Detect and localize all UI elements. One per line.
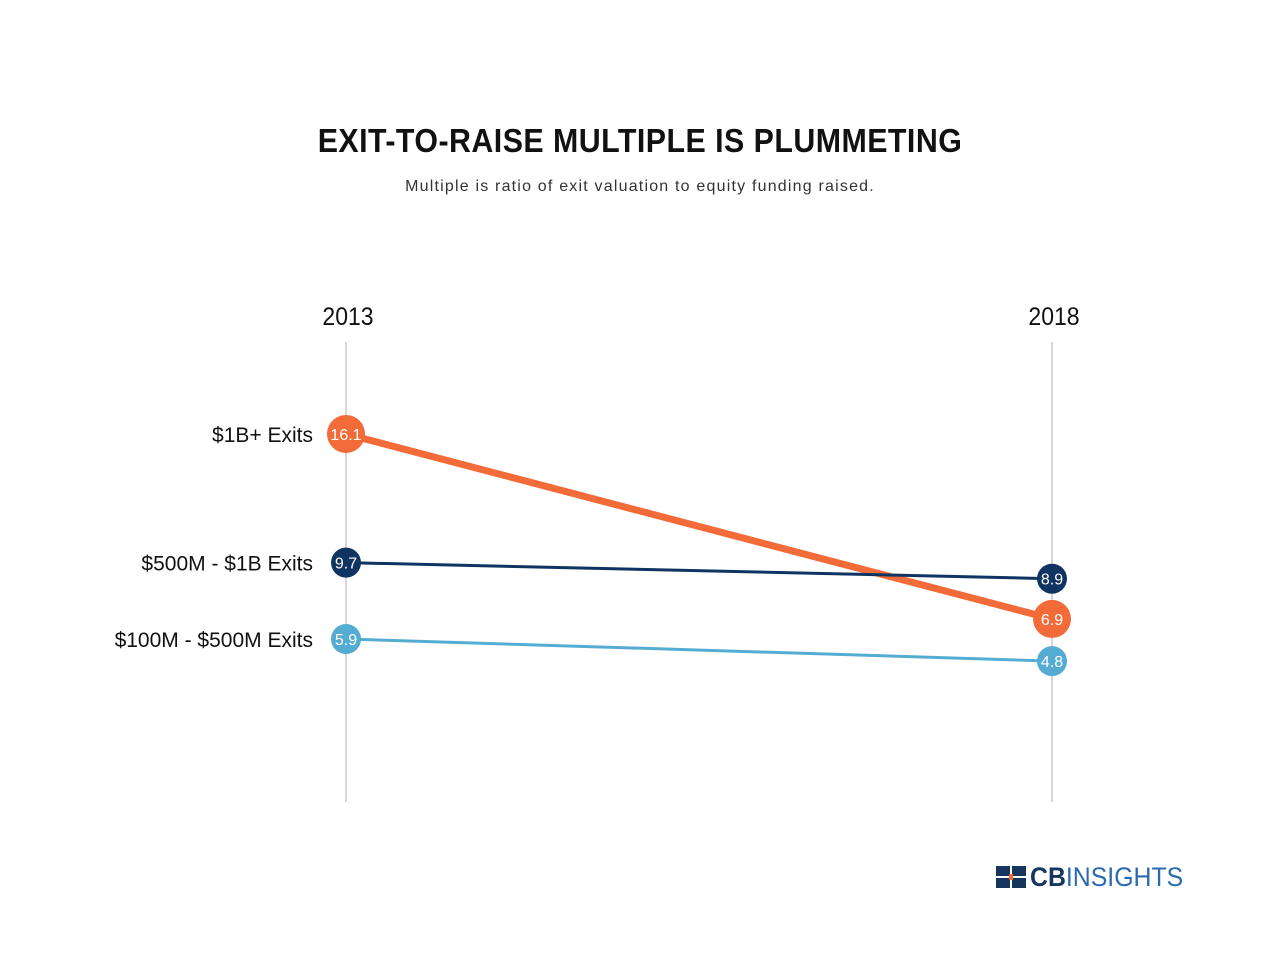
data-point-2-0 bbox=[331, 624, 361, 655]
data-label-0-1: 6.9 bbox=[1041, 612, 1063, 629]
data-label-2-1: 4.8 bbox=[1041, 654, 1063, 671]
series-label-0: $1B+ Exits bbox=[212, 424, 313, 447]
cb-insights-logo: CBINSIGHTS bbox=[996, 862, 1196, 892]
series-line-2 bbox=[344, 637, 1054, 663]
series-label-2: $100M - $500M Exits bbox=[115, 629, 313, 652]
logo-insights: INSIGHTS bbox=[1065, 862, 1184, 892]
data-point-2-1 bbox=[1037, 646, 1067, 677]
chart-subtitle: Multiple is ratio of exit valuation to e… bbox=[405, 178, 875, 195]
series-line-1 bbox=[344, 561, 1054, 581]
data-point-1-0 bbox=[331, 547, 361, 578]
data-label-2-0: 5.9 bbox=[335, 632, 357, 649]
logo-wordmark: CBINSIGHTS bbox=[1030, 862, 1183, 892]
year-label-2018: 2018 bbox=[1028, 303, 1079, 331]
series-line-0 bbox=[342, 430, 1056, 623]
data-label-1-1: 8.9 bbox=[1041, 572, 1063, 589]
logo-cb: CB bbox=[1030, 862, 1066, 892]
year-label-2013: 2013 bbox=[322, 303, 373, 331]
data-point-0-0 bbox=[327, 414, 365, 453]
data-label-0-0: 16.1 bbox=[330, 427, 361, 444]
cb-insights-logo-icon bbox=[996, 866, 1026, 888]
series-label-1: $500M - $1B Exits bbox=[141, 553, 313, 576]
data-point-1-1 bbox=[1037, 563, 1067, 594]
chart-title: EXIT-TO-RAISE MULTIPLE IS PLUMMETING bbox=[317, 122, 963, 159]
data-label-1-0: 9.7 bbox=[335, 556, 357, 573]
data-point-0-1 bbox=[1033, 599, 1071, 638]
